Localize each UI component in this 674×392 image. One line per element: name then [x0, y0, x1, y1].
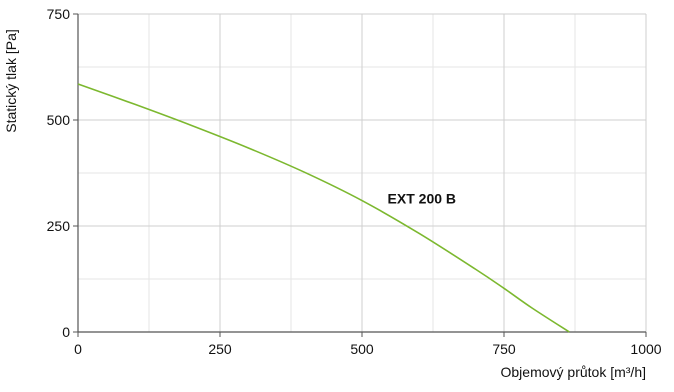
series-layer: EXT 200 B — [77, 83, 570, 333]
x-tick-label: 0 — [74, 341, 82, 357]
y-tick-label: 500 — [47, 112, 71, 128]
x-tick-label: 750 — [492, 341, 516, 357]
series-line-ext-200-b — [77, 83, 570, 333]
y-tick-label: 750 — [47, 6, 71, 22]
x-tick-label: 500 — [350, 341, 374, 357]
x-tick-label: 250 — [208, 341, 232, 357]
y-tick-label: 0 — [62, 324, 70, 340]
major-gridlines — [78, 13, 647, 332]
y-axis-title: Statický tlak [Pa] — [3, 29, 19, 132]
series-label: EXT 200 B — [388, 190, 456, 206]
x-tick-label: 1000 — [630, 341, 661, 357]
tick-marks — [73, 13, 647, 337]
x-axis-title: Objemový průtok [m³/h] — [501, 364, 647, 380]
y-tick-label: 250 — [47, 218, 71, 234]
tick-labels: 0 250 500 750 1000 0 250 500 750 — [47, 6, 662, 357]
